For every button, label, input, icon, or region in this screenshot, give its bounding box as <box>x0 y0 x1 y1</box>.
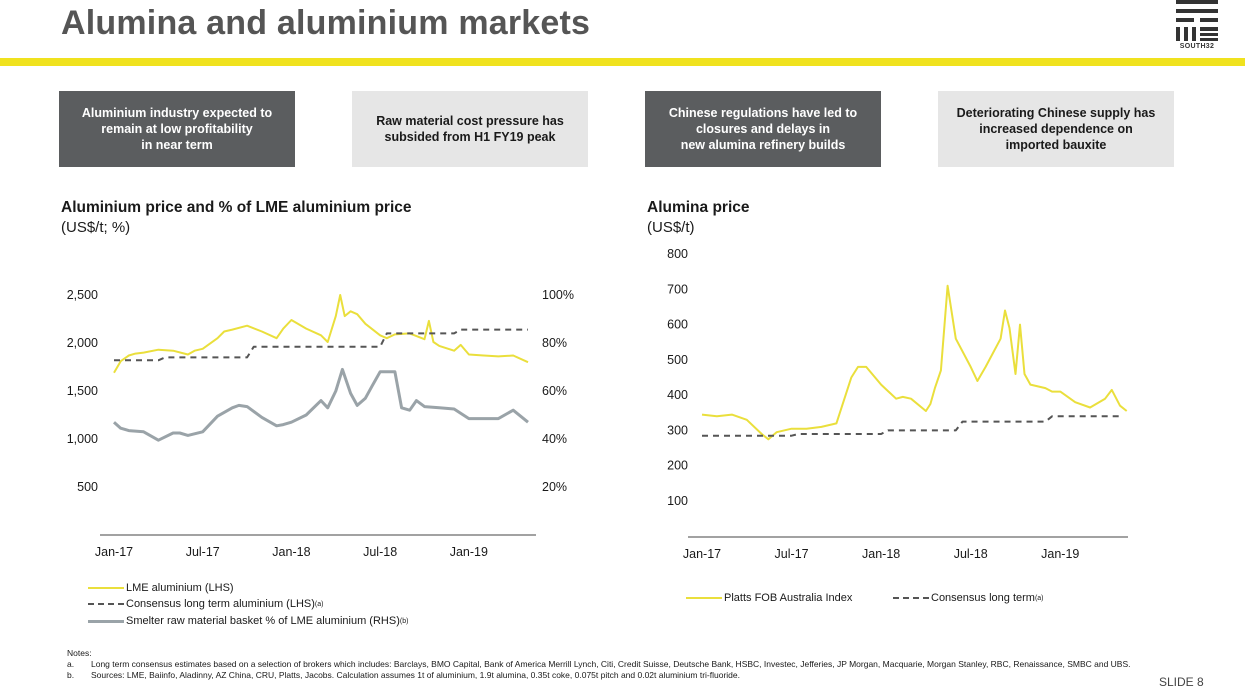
note-label: a. <box>67 659 75 669</box>
y-tick-label-left: 600 <box>667 318 688 332</box>
y-tick-label-left: 500 <box>667 353 688 367</box>
x-tick-label: Jul-17 <box>775 547 809 561</box>
legend-basket: Smelter raw material basket % of LME alu… <box>88 615 408 627</box>
legend-note: (a) <box>314 600 324 608</box>
y-tick-label-left: 2,000 <box>67 336 98 350</box>
legend-note: (b) <box>399 617 409 625</box>
series-line-consensus-alumina <box>702 415 1120 437</box>
callout-line: Chinese regulations have led to <box>668 106 858 120</box>
footnotes: Notes: a. Long term consensus estimates b… <box>67 648 1147 681</box>
aluminium-chart-subtitle: (US$/t; %) <box>61 219 131 236</box>
y-tick-label-left: 300 <box>667 423 688 437</box>
callout-line: Raw material cost pressure has <box>376 114 564 128</box>
callout-raw-material: Raw material cost pressure has subsided f… <box>352 91 588 167</box>
legend-label: Consensus long term aluminium (LHS) <box>126 598 315 610</box>
y-tick-label-right: 80% <box>542 336 567 350</box>
south32-logo-icon <box>1176 0 1218 41</box>
x-tick-label: Jan-18 <box>272 545 310 559</box>
callout-line: closures and delays in <box>695 122 831 136</box>
callout-line: new alumina refinery builds <box>680 138 846 152</box>
legend-swatch-basket <box>88 619 124 623</box>
legend-consensus-aluminium: Consensus long term aluminium (LHS) (a) <box>88 598 323 610</box>
legend-label: Smelter raw material basket % of LME alu… <box>126 615 400 627</box>
legend-swatch-consensus <box>893 597 929 599</box>
aluminium-chart-title: Aluminium price and % of LME aluminium p… <box>61 199 412 216</box>
legend-lme: LME aluminium (LHS) <box>88 582 234 594</box>
callout-line: subsided from H1 FY19 peak <box>384 130 556 144</box>
y-tick-label-left: 1,500 <box>67 384 98 398</box>
callout-chinese-supply: Deteriorating Chinese supply has increase… <box>938 91 1174 167</box>
callout-line: Aluminium industry expected to <box>81 106 273 120</box>
y-tick-label-left: 700 <box>667 282 688 296</box>
legend-swatch-lme <box>88 587 124 589</box>
y-tick-label-left: 100 <box>667 494 688 508</box>
callout-aluminium-profitability: Aluminium industry expected to remain at … <box>59 91 295 167</box>
y-tick-label-left: 1,000 <box>67 432 98 446</box>
legend-note: (a) <box>1034 594 1044 602</box>
x-tick-label: Jul-18 <box>954 547 988 561</box>
callout-line: Deteriorating Chinese supply has <box>956 106 1156 120</box>
legend-platts: Platts FOB Australia Index <box>686 592 852 604</box>
legend-swatch-consensus <box>88 603 124 605</box>
alumina-chart-title: Alumina price <box>647 199 750 216</box>
x-tick-label: Jul-18 <box>363 545 397 559</box>
series-line-platts-alumina <box>701 284 1128 441</box>
y-tick-label-right: 100% <box>542 288 574 302</box>
legend-label: Platts FOB Australia Index <box>724 592 853 604</box>
header-accent-bar <box>0 58 1245 66</box>
note-label: b. <box>67 670 75 680</box>
note-text: Sources: LME, Baiinfo, Aladinny, AZ Chin… <box>91 670 740 680</box>
callout-line: increased dependence on <box>979 122 1133 136</box>
x-tick-label: Jul-17 <box>186 545 220 559</box>
y-tick-label-left: 400 <box>667 388 688 402</box>
y-tick-label-right: 40% <box>542 432 567 446</box>
legend-label: LME aluminium (LHS) <box>126 582 234 594</box>
legend-label: Consensus long term <box>931 592 1035 604</box>
alumina-chart-subtitle: (US$/t) <box>647 219 695 236</box>
legend-consensus-alumina: Consensus long term (a) <box>893 592 1044 604</box>
callout-line: imported bauxite <box>1005 138 1107 152</box>
x-tick-label: Jan-17 <box>683 547 721 561</box>
slide-number: SLIDE 8 <box>1159 675 1204 688</box>
callout-line: remain at low profitability <box>101 122 253 136</box>
y-tick-label-left: 2,500 <box>67 288 98 302</box>
y-tick-label-right: 20% <box>542 480 567 494</box>
note-text: Long term consensus estimates based on a… <box>91 659 1131 669</box>
y-tick-label-left: 800 <box>667 247 688 261</box>
y-tick-label-right: 60% <box>542 384 567 398</box>
x-tick-label: Jan-19 <box>450 545 488 559</box>
y-tick-label-left: 500 <box>77 480 98 494</box>
series-line-raw-material-basket <box>112 367 529 442</box>
x-tick-label: Jan-19 <box>1041 547 1079 561</box>
y-tick-label-left: 200 <box>667 459 688 473</box>
legend-swatch-platts <box>686 597 722 599</box>
x-tick-label: Jan-18 <box>862 547 900 561</box>
logo-text: SOUTH32 <box>1179 43 1215 50</box>
series-line-consensus-aluminium <box>114 328 528 362</box>
x-tick-label: Jan-17 <box>95 545 133 559</box>
notes-heading: Notes: <box>67 648 92 658</box>
series-line-lme-aluminium <box>113 294 529 374</box>
callout-chinese-regulations: Chinese regulations have led to closures … <box>645 91 881 167</box>
callout-line: in near term <box>141 138 213 152</box>
page-title: Alumina and aluminium markets <box>61 4 591 42</box>
